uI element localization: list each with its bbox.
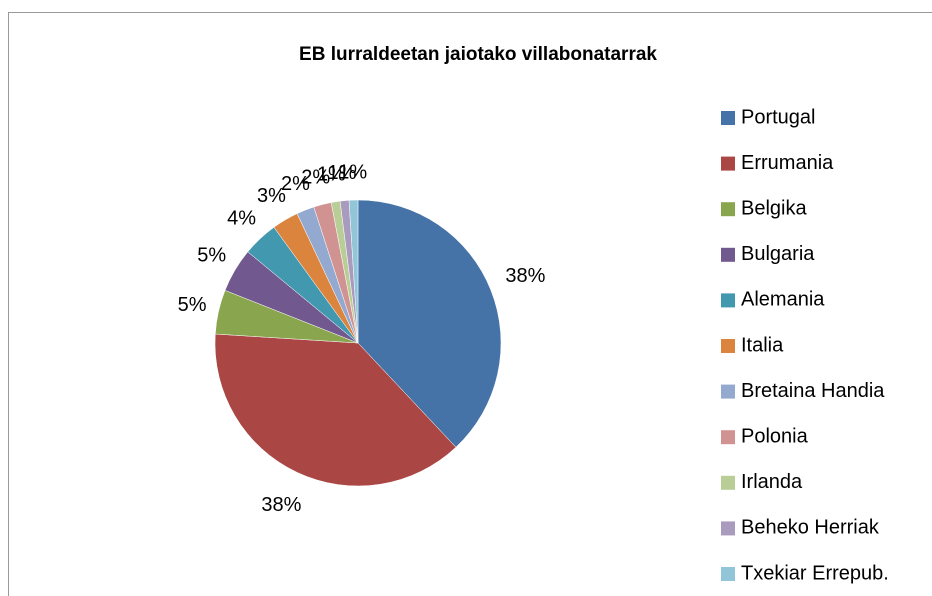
legend-label: Irlanda (741, 471, 803, 493)
data-label: 3% (257, 185, 286, 207)
legend-swatch (721, 339, 735, 353)
legend-label: Polonia (741, 425, 809, 447)
data-label: 2% (281, 173, 310, 195)
legend-label: Italia (741, 334, 784, 356)
data-label: 1% (317, 163, 346, 185)
legend-swatch (721, 202, 735, 217)
data-label: 1% (338, 161, 367, 183)
legend-label: Errumania (741, 152, 834, 174)
legend-label: Belgika (741, 197, 807, 219)
legend-swatch (721, 156, 735, 171)
data-label: 5% (197, 245, 226, 267)
data-label: 5% (178, 294, 207, 316)
data-label: 2% (301, 167, 330, 189)
chart-title: EB lurraldeetan jaiotako villabonatarrak (299, 44, 657, 65)
legend-label: Bretaina Handia (741, 380, 885, 402)
legend-label: Portugal (741, 106, 816, 128)
pie-slice (348, 199, 359, 344)
legend-label: Txekiar Errepub. (741, 562, 889, 584)
data-label: 38% (505, 265, 545, 287)
pie-slice (357, 199, 502, 448)
legend-swatch (721, 430, 735, 445)
legend-swatch (721, 384, 735, 399)
legend-swatch (721, 475, 735, 490)
legend-label: Beheko Herriak (741, 517, 880, 539)
pie-slice (214, 333, 457, 487)
legend-swatch (721, 247, 735, 262)
data-label: 38% (261, 494, 301, 516)
legend-swatch (721, 293, 735, 308)
legend-swatch (721, 567, 735, 581)
legend-label: Alemania (741, 289, 825, 311)
legend-label: Bulgaria (741, 243, 815, 265)
data-label: 4% (227, 207, 256, 229)
data-label: 1% (328, 162, 357, 184)
legend-swatch (721, 111, 735, 125)
legend-swatch (721, 521, 735, 536)
